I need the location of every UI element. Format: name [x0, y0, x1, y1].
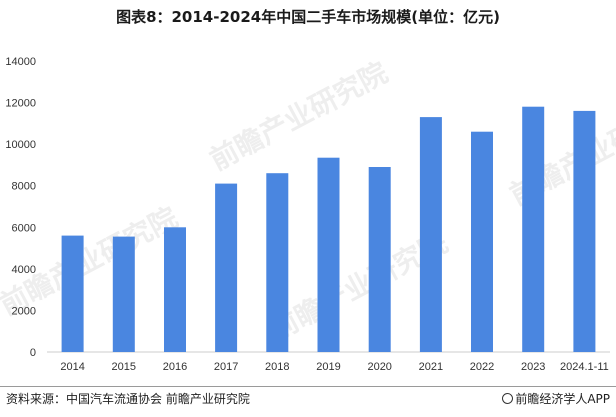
y-tick-label: 6000 — [12, 222, 36, 234]
x-tick-label: 2023 — [521, 361, 545, 373]
x-tick-label: 2015 — [112, 361, 136, 373]
bar-2021 — [419, 117, 442, 352]
bar-2020 — [368, 167, 391, 352]
x-tick-label: 2020 — [367, 361, 391, 373]
bar-2024.1-11 — [573, 110, 596, 353]
bar-2017 — [215, 183, 238, 352]
chart-title: 图表8：2014-2024年中国二手车市场规模(单位：亿元) — [116, 8, 500, 26]
y-tick-label: 0 — [30, 347, 36, 359]
x-tick-label: 2019 — [316, 361, 340, 373]
y-tick-label: 4000 — [12, 264, 36, 276]
x-tick-label: 2017 — [214, 361, 238, 373]
x-tick-label: 2022 — [470, 361, 494, 373]
brand-label: 前瞻经济学人APP — [502, 390, 610, 407]
x-tick-label: 2014 — [60, 361, 84, 373]
y-tick-label: 10000 — [5, 139, 36, 151]
bar-chart: 0 2000 4000 6000 8000 10000 12000 14000 2014 201… — [5, 56, 610, 373]
y-tick-label: 2000 — [12, 305, 36, 317]
x-tick-label: 2018 — [265, 361, 289, 373]
x-tick-label: 2021 — [419, 361, 443, 373]
bar-2016 — [164, 227, 186, 352]
bar-2014 — [61, 235, 84, 352]
y-tick-label: 8000 — [12, 181, 36, 193]
y-tick-label: 14000 — [5, 56, 36, 68]
x-tick-label: 2016 — [163, 361, 187, 373]
x-tick-label: 2024.1-11 — [560, 361, 609, 373]
source-note: 资料来源：中国汽车流通协会 前瞻产业研究院 — [6, 392, 250, 406]
bar-2023 — [522, 106, 545, 352]
bar-2018 — [266, 173, 289, 352]
y-tick-label: 12000 — [5, 98, 36, 110]
bar-2015 — [112, 236, 135, 352]
brand-text: 前瞻经济学人APP — [515, 392, 610, 406]
bar-2022 — [471, 131, 493, 352]
bar-2019 — [317, 157, 340, 352]
footer-divider — [0, 386, 616, 387]
brand-logo-icon — [502, 393, 514, 404]
